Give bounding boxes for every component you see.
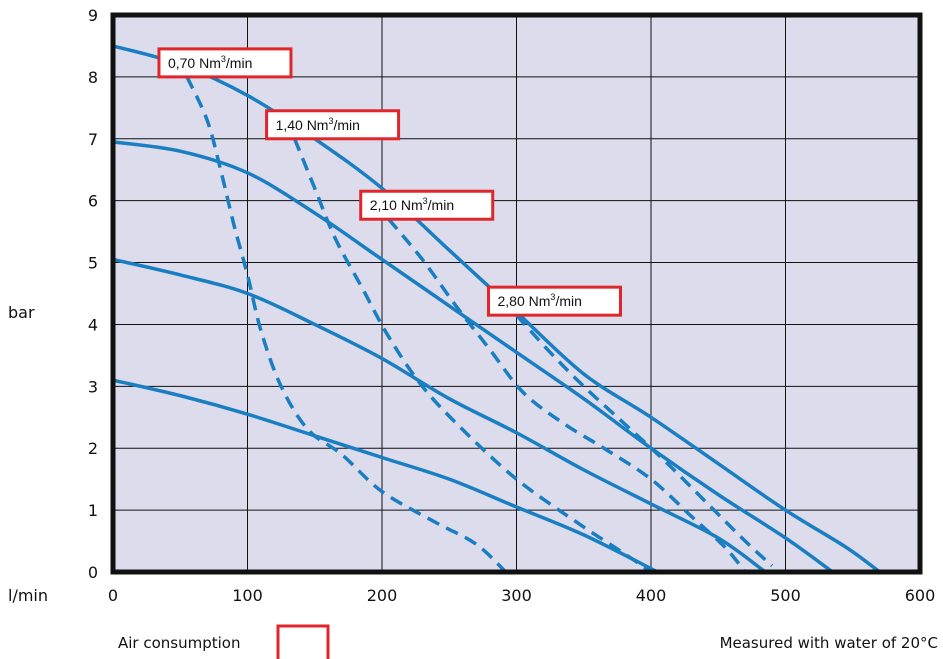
label-text: 0,70 Nm3/min xyxy=(168,54,252,71)
y-tick-label: 4 xyxy=(88,315,98,334)
x-tick-label: 200 xyxy=(367,586,398,605)
air-consumption-line-5 xyxy=(185,76,507,574)
pressure-curve-2 xyxy=(112,257,767,574)
label-text: 1,40 Nm3/min xyxy=(276,116,360,133)
x-axis-unit: l/min xyxy=(8,586,48,605)
x-tick-label: 500 xyxy=(770,586,801,605)
air-consumption-line-7 xyxy=(387,218,747,574)
plot-frame xyxy=(110,12,923,575)
y-tick-label: 1 xyxy=(88,501,98,520)
air-consumption-label-2: 1,40 Nm3/min xyxy=(265,109,401,141)
y-tick-label: 9 xyxy=(88,6,98,25)
y-tick-label: 5 xyxy=(88,254,98,273)
y-tick-label: 0 xyxy=(88,563,98,582)
annotation-layer: 0,70 Nm3/min 1,40 Nm3/min 2,10 Nm3/min 2,80… xyxy=(157,47,622,317)
legend-label: Air consumption xyxy=(118,634,240,652)
y-tick-label: 2 xyxy=(88,439,98,458)
label-text: 2,10 Nm3/min xyxy=(370,196,454,213)
label-text: 2,80 Nm3/min xyxy=(498,292,582,309)
label-box xyxy=(487,285,622,317)
x-tick-label: 600 xyxy=(905,586,936,605)
x-tick-label: 100 xyxy=(232,586,263,605)
air-consumption-label-4: 2,80 Nm3/min xyxy=(487,285,622,317)
pressure-curve-3 xyxy=(112,140,834,574)
y-axis-unit: bar xyxy=(8,303,35,322)
y-tick-label: 7 xyxy=(88,130,98,149)
y-tick-label: 3 xyxy=(88,377,98,396)
x-tick-label: 300 xyxy=(501,586,532,605)
y-tick-label: 8 xyxy=(88,68,98,87)
series-layer xyxy=(112,44,881,574)
x-tick-label: 0 xyxy=(108,586,118,605)
air-consumption-line-8 xyxy=(515,313,774,568)
legend-swatch xyxy=(276,624,330,659)
label-box xyxy=(265,109,401,141)
tick-labels: 0 100 200 300 400 500 600 0 1 2 3 4 5 6 7 8 9 xyxy=(88,6,935,605)
label-box xyxy=(359,189,495,221)
footnote: Measured with water of 20°C xyxy=(720,634,938,652)
label-box xyxy=(157,47,293,79)
air-consumption-line-6 xyxy=(292,138,652,574)
pressure-curve-1 xyxy=(112,378,659,574)
x-tick-label: 400 xyxy=(636,586,667,605)
air-consumption-label-1: 0,70 Nm3/min xyxy=(157,47,293,79)
y-tick-label: 6 xyxy=(88,192,98,211)
air-consumption-label-3: 2,10 Nm3/min xyxy=(359,189,495,221)
